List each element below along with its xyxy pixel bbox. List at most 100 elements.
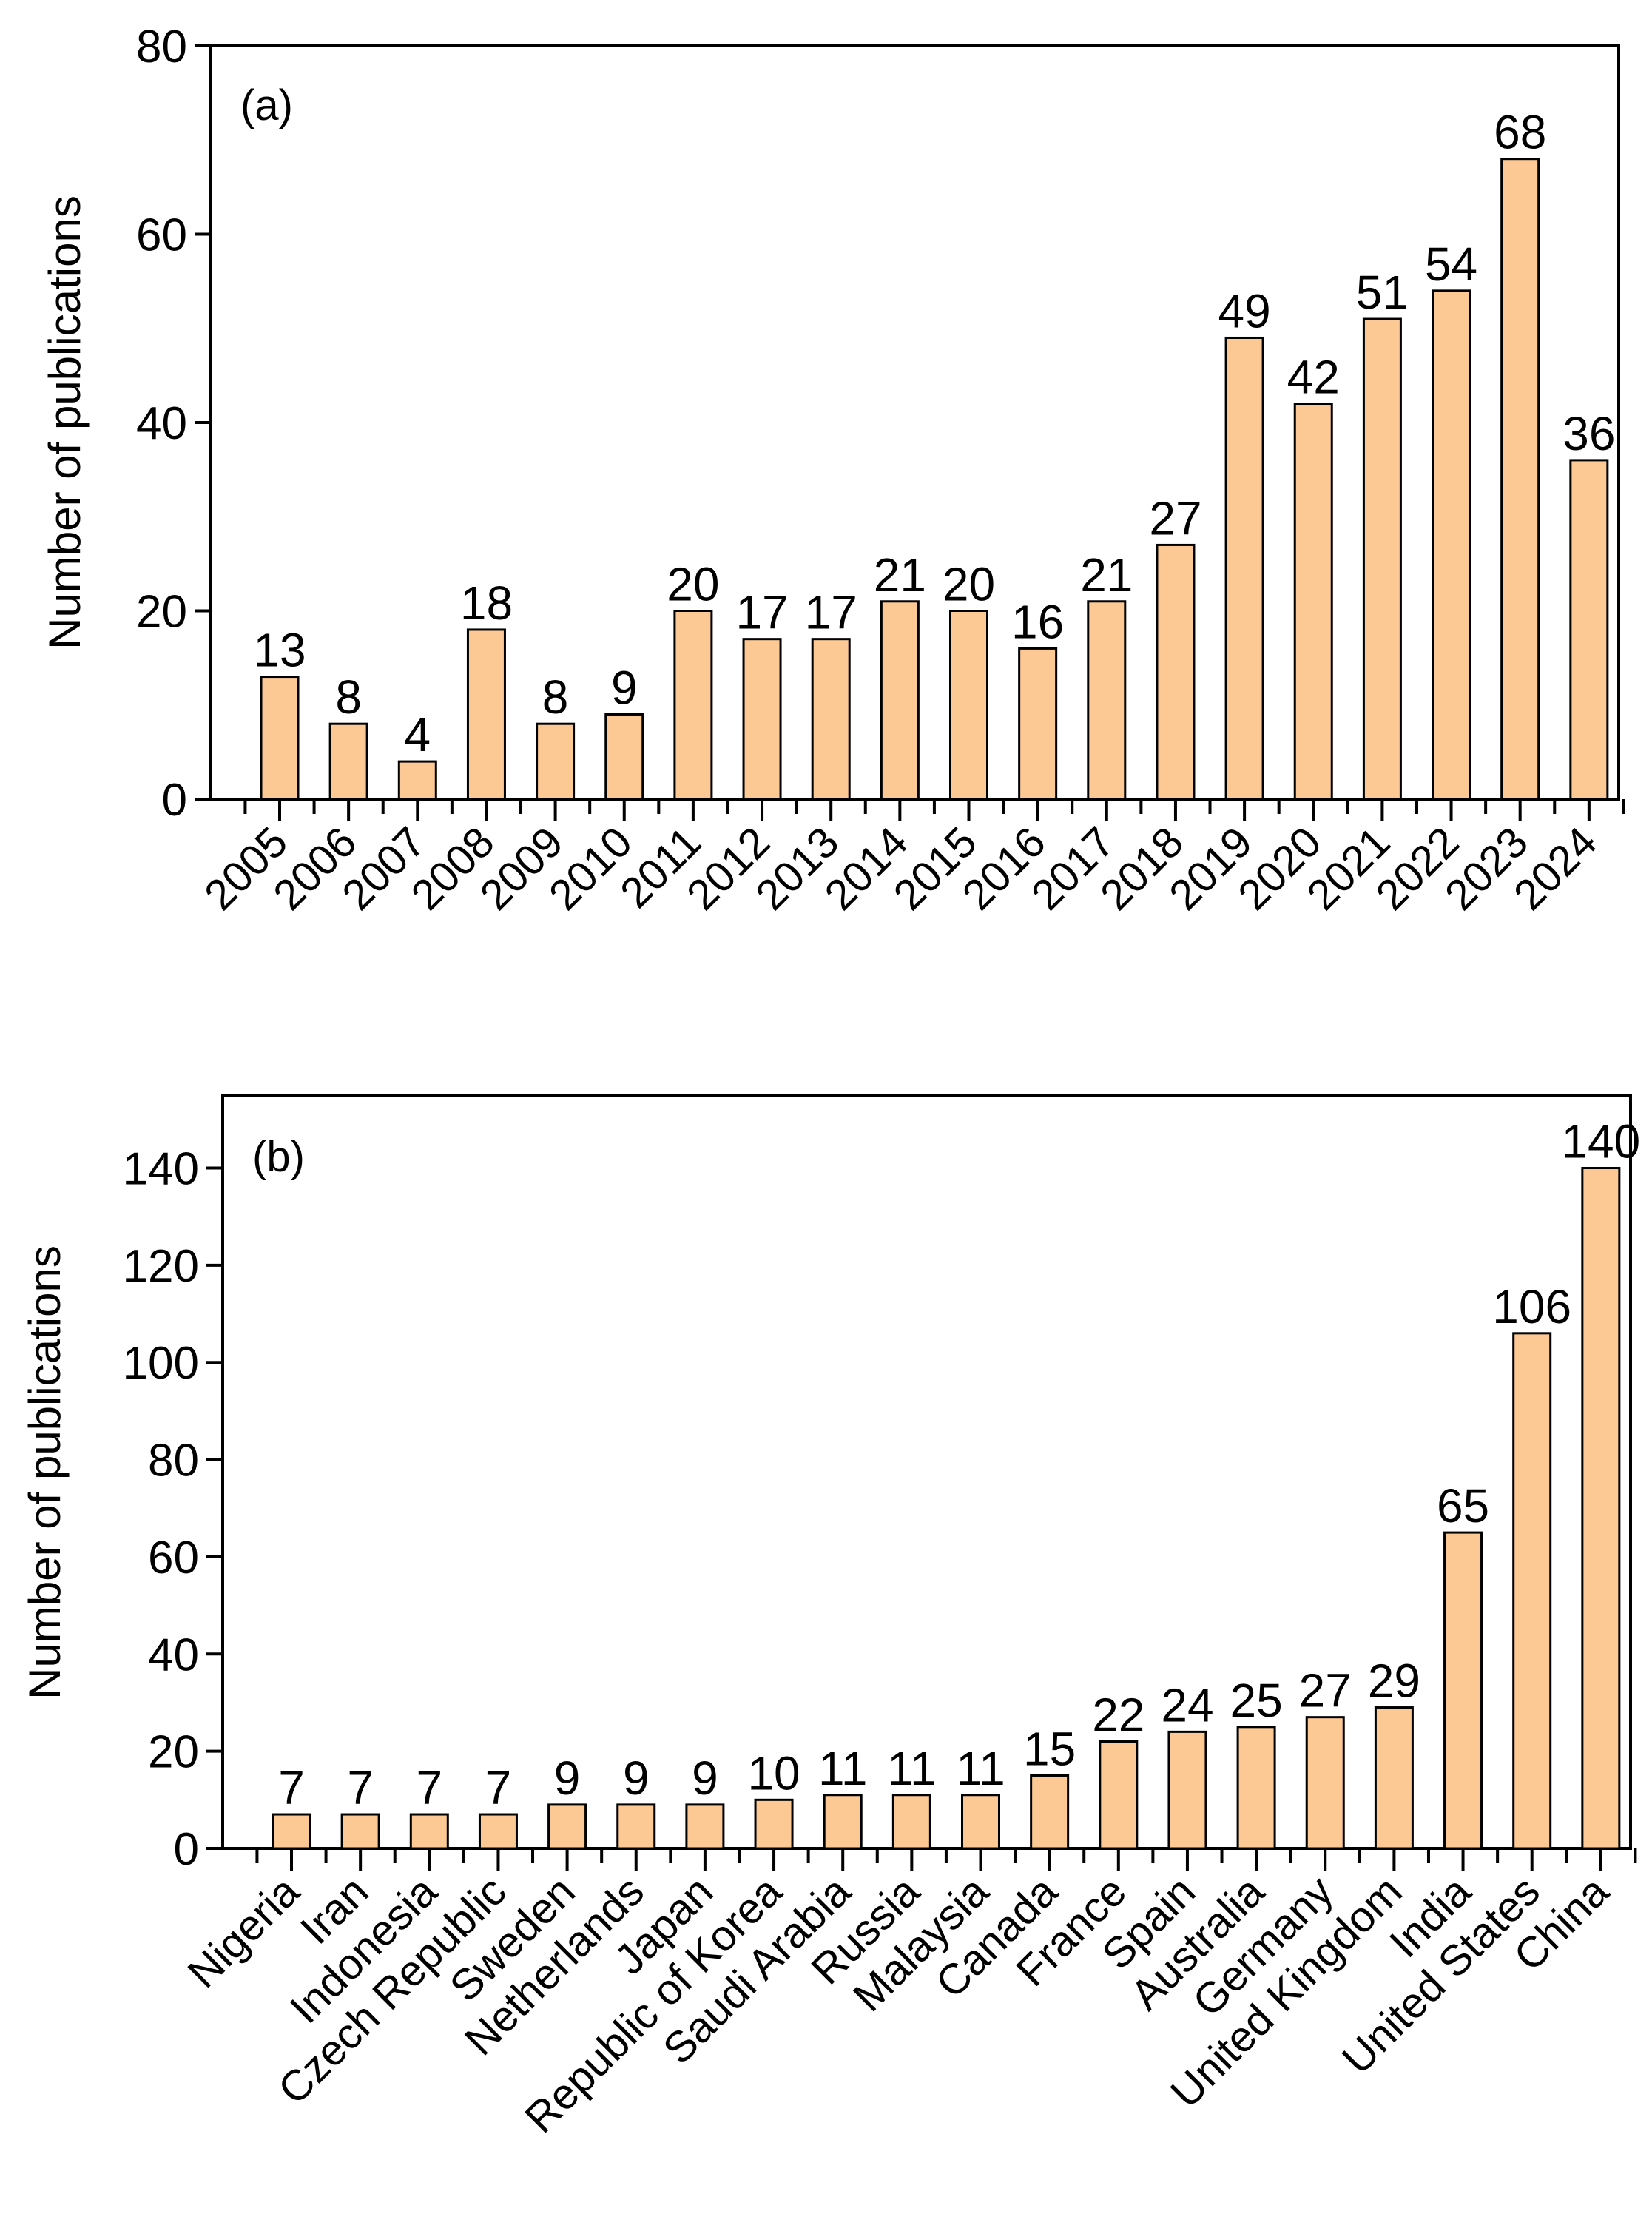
bar	[397, 760, 437, 801]
y-tick-label: 20	[148, 1727, 199, 1778]
y-tick-label: 80	[136, 21, 187, 73]
x-tick-labels-a: 2005200620072008200920102011201220132014…	[195, 818, 1606, 919]
data-label: 7	[347, 1761, 374, 1814]
bar	[811, 638, 851, 801]
bar	[673, 610, 713, 801]
data-label: 16	[1011, 595, 1064, 648]
data-label: 18	[460, 576, 513, 630]
bar	[961, 1794, 1000, 1850]
y-tick-label: 120	[123, 1241, 199, 1292]
data-label: 10	[747, 1746, 800, 1800]
data-label: 13	[253, 624, 306, 677]
bar	[536, 722, 576, 801]
y-tick-label: 60	[148, 1532, 199, 1584]
data-label: 7	[417, 1761, 443, 1814]
data-label: 65	[1437, 1479, 1489, 1532]
bar	[685, 1803, 725, 1850]
panel-label-a: (a)	[240, 81, 293, 129]
data-label: 54	[1425, 238, 1477, 291]
bar	[823, 1794, 863, 1850]
data-label: 17	[805, 586, 857, 639]
bar	[616, 1803, 656, 1850]
bar	[1099, 1740, 1139, 1850]
bar	[272, 1813, 311, 1850]
y-axis-label-b: Number of publications	[20, 1245, 70, 1700]
bar	[604, 713, 644, 801]
data-label: 51	[1356, 266, 1409, 319]
data-label: 4	[405, 708, 431, 761]
y-tick-label: 0	[174, 1824, 199, 1875]
bar	[1293, 403, 1333, 801]
bar	[547, 1803, 587, 1850]
bar	[754, 1798, 794, 1850]
bar	[1236, 1726, 1276, 1850]
bar	[1362, 317, 1402, 801]
y-tick-label: 100	[123, 1338, 199, 1389]
data-label: 9	[611, 661, 638, 714]
bars-a	[260, 158, 1609, 801]
y-tick-label: 20	[136, 587, 187, 638]
bar	[742, 638, 782, 801]
x-ticks-a	[243, 799, 1625, 821]
data-label: 11	[818, 1742, 867, 1795]
data-label: 29	[1368, 1655, 1420, 1708]
data-label: 21	[874, 548, 926, 602]
data-label: 42	[1287, 351, 1340, 404]
data-label: 24	[1161, 1678, 1213, 1731]
y-tick-label: 40	[148, 1629, 199, 1680]
bar	[260, 676, 300, 801]
bar	[1374, 1706, 1414, 1850]
y-tick-label: 140	[123, 1144, 199, 1195]
data-label: 20	[667, 558, 719, 611]
bar	[891, 1794, 931, 1850]
bar	[1569, 459, 1609, 801]
data-label: 15	[1023, 1722, 1076, 1775]
data-label: 49	[1218, 284, 1271, 337]
y-tick-label: 40	[136, 398, 187, 449]
data-label: 7	[485, 1761, 512, 1814]
data-label: 9	[554, 1751, 581, 1805]
bar	[1030, 1774, 1070, 1850]
data-label: 20	[943, 558, 995, 611]
data-label: 9	[692, 1751, 718, 1805]
bar	[340, 1813, 380, 1850]
bar	[1305, 1716, 1345, 1850]
bar	[949, 610, 988, 801]
bar	[880, 600, 920, 801]
bar	[409, 1813, 449, 1850]
y-tick-label: 80	[148, 1436, 199, 1487]
bar	[1432, 289, 1471, 801]
y-ticks-b: 0 20 40 60 80 100 120 140	[123, 1144, 223, 1875]
data-label: 11	[956, 1742, 1005, 1795]
data-label: 9	[623, 1751, 650, 1805]
data-label: 106	[1492, 1280, 1571, 1333]
chart-panel-b: (b) Number of publications 0 20 40 60 80 100 1…	[20, 1094, 1640, 2143]
bar	[1018, 647, 1058, 801]
bar	[1167, 1730, 1207, 1850]
data-label: 8	[335, 670, 362, 724]
data-label: 25	[1230, 1674, 1283, 1727]
bar	[1224, 336, 1264, 801]
bar	[1443, 1531, 1483, 1850]
bar	[478, 1813, 518, 1850]
bar	[466, 628, 506, 801]
plot-frame-b	[221, 1094, 1632, 1850]
chart-panel-a: (a) Number of publications 0 20 40 60 80 13 8…	[40, 21, 1625, 919]
data-label: 17	[735, 586, 788, 639]
bars-b	[272, 1167, 1621, 1850]
y-ticks-a: 0 20 40 60 80	[136, 21, 211, 826]
x-tick-label: Nigeria	[178, 1867, 309, 1997]
bar	[328, 722, 368, 801]
data-label: 27	[1149, 491, 1201, 545]
bar	[1512, 1332, 1552, 1850]
data-label: 8	[542, 670, 569, 724]
data-label: 21	[1080, 548, 1133, 602]
data-label: 68	[1494, 106, 1546, 159]
panel-label-b: (b)	[252, 1133, 305, 1181]
data-label: 22	[1092, 1689, 1144, 1742]
y-tick-label: 60	[136, 210, 187, 261]
bar	[1156, 543, 1196, 801]
